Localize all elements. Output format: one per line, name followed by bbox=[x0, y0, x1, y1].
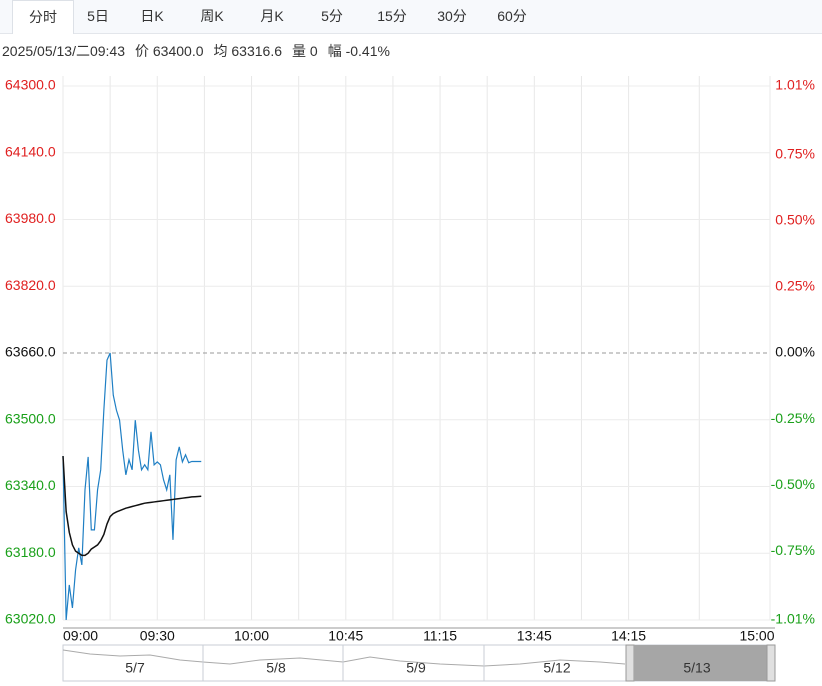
y2-tick-label: -0.75% bbox=[771, 542, 815, 558]
navigator-label: 5/9 bbox=[406, 660, 426, 676]
navigator-label: 5/12 bbox=[543, 660, 570, 676]
series-line bbox=[62, 456, 202, 557]
y2-tick-label: -0.25% bbox=[771, 410, 815, 426]
navigator-handle[interactable] bbox=[625, 644, 635, 682]
y2-tick-label: -0.50% bbox=[771, 476, 815, 492]
info-item: 价 63400.0 bbox=[135, 43, 204, 59]
y-tick-label: 63020.0 bbox=[5, 611, 56, 627]
y2-tick-label: -1.01% bbox=[771, 611, 815, 627]
info-item: 均 63316.6 bbox=[213, 43, 283, 59]
y-tick-label: 63340.0 bbox=[5, 477, 56, 493]
navigator: 5/7 5/8 5/9 5/12 5/13 bbox=[62, 644, 776, 682]
series-line bbox=[62, 352, 202, 621]
tab[interactable]: 5日 bbox=[87, 8, 109, 24]
x-tick-label: 13:45 bbox=[517, 628, 552, 644]
x-tick-label: 14:15 bbox=[611, 628, 646, 644]
y2-tick-label: 1.01% bbox=[775, 77, 815, 93]
y-tick-label: 64300.0 bbox=[5, 77, 56, 93]
y-tick-label: 63980.0 bbox=[5, 210, 56, 226]
y-tick-label: 63660.0 bbox=[5, 344, 56, 360]
y-tick-label: 63820.0 bbox=[5, 277, 56, 293]
navigator-handle[interactable] bbox=[766, 644, 776, 682]
x-tick-label: 09:30 bbox=[140, 628, 175, 644]
navigator-label: 5/7 bbox=[125, 660, 145, 676]
info-item: 幅 -0.41% bbox=[327, 43, 390, 59]
x-tick-label: 15:00 bbox=[739, 628, 774, 644]
y2-tick-label: 0.75% bbox=[775, 145, 815, 161]
navigator-sparkline bbox=[62, 649, 626, 667]
info-item: 2025/05/13/二09:43 bbox=[2, 43, 125, 59]
x-tick-label: 11:15 bbox=[423, 628, 457, 644]
y-tick-label: 63180.0 bbox=[5, 544, 56, 560]
info-item: 量 0 bbox=[292, 43, 318, 59]
tab[interactable]: 60分 bbox=[497, 8, 527, 24]
y2-tick-label: 0.00% bbox=[775, 344, 815, 360]
navigator-window[interactable] bbox=[634, 645, 767, 681]
plot: 09:00 09:30 10:00 10:45 11:15 13:45 14:15 15:00… bbox=[5, 76, 815, 644]
navigator-label: 5/13 bbox=[683, 660, 710, 676]
tab[interactable]: 5分 bbox=[321, 8, 343, 24]
info-line: 2025/05/13/二09:43 价 63400.0 均 63316.6 量 0 幅 … bbox=[2, 41, 400, 61]
y-tick-label: 63500.0 bbox=[5, 410, 56, 426]
tab[interactable]: 周K bbox=[200, 8, 224, 24]
y-tick-label: 64140.0 bbox=[5, 143, 56, 159]
navigator-label: 5/8 bbox=[266, 660, 286, 676]
y2-tick-label: 0.25% bbox=[775, 278, 815, 294]
x-tick-label: 10:00 bbox=[234, 628, 269, 644]
tab[interactable]: 30分 bbox=[437, 8, 467, 24]
tab[interactable]: 月K bbox=[260, 8, 284, 24]
tab[interactable]: 分时 bbox=[12, 0, 74, 34]
x-tick-label: 10:45 bbox=[328, 628, 363, 644]
x-tick-label: 09:00 bbox=[63, 628, 98, 644]
y2-tick-label: 0.50% bbox=[775, 212, 815, 228]
tab[interactable]: 日K bbox=[140, 8, 164, 24]
tab-bar: 分时 5日 日K 周K 月K 5分 15分 30分 60分 bbox=[0, 0, 822, 34]
tab[interactable]: 15分 bbox=[377, 8, 407, 24]
